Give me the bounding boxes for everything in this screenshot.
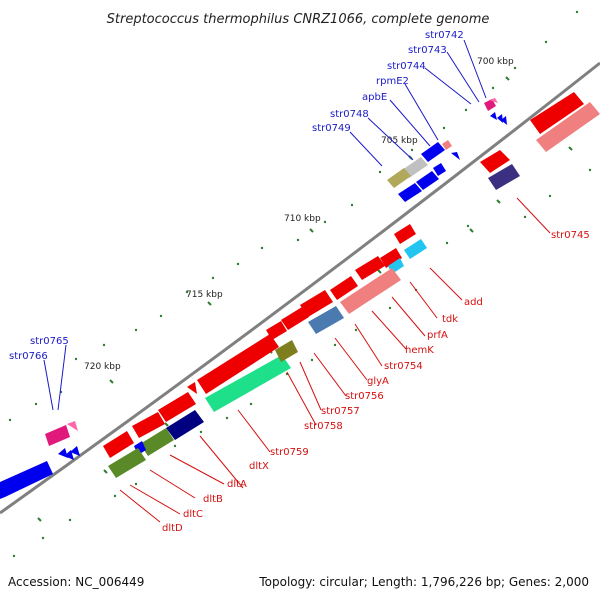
tick-label-700: 700 kbp [477,57,514,67]
gene-str0744 [398,183,422,202]
gene-str0748 [442,140,452,150]
outer-ring-dots [8,10,592,558]
label-str0759: str0759 [270,447,309,458]
tick-label-710: 710 kbp [284,214,321,224]
gene-str0745 [530,92,584,134]
gene-apbE [387,168,411,188]
gene-dltC [103,431,134,458]
topology-summary: Topology: circular; Length: 1,796,226 bp… [258,575,589,589]
label-str0766: str0766 [9,351,48,362]
label-str0754: str0754 [384,361,423,372]
gene-dltB [140,428,174,456]
label-apbE: apbE [362,92,387,103]
map-title: Streptococcus thermophilus CNRZ1066, com… [107,12,490,27]
label-rpmE2: rpmE2 [376,76,409,87]
label-dltA: dltA [227,479,247,490]
label-str0745: str0745 [551,230,590,241]
label-str0743: str0743 [408,45,447,56]
kbp-labels: 700 kbp 705 kbp 710 kbp 715 kbp 720 kbp [84,57,514,372]
label-hemK: hemK [405,345,434,356]
reverse-gene-labels: str0745 add tdk prfA hemK str0754 glyA s… [162,230,590,534]
gene-rpmE2 [416,171,439,190]
gene-hemK [340,268,401,314]
reverse-genes [103,92,600,478]
forward-genes [0,98,507,499]
gene-str0757 [266,321,287,340]
gene-str0742 [484,99,496,111]
gene-dltD [108,448,146,478]
label-str0749: str0749 [312,123,351,134]
label-str0742: str0742 [425,30,464,41]
forward-gene-labels: str0742 str0743 str0744 rpmE2 apbE str07… [9,30,464,362]
gene-str0758 [197,334,279,394]
gene-str0749 [421,142,445,162]
gene-str0756 [281,307,309,330]
tick-label-705: 705 kbp [381,136,418,146]
gene-str0766 [0,461,53,499]
label-str0744: str0744 [387,61,426,72]
gene-add [394,224,416,244]
label-dltX: dltX [249,461,269,472]
label-str0758: str0758 [304,421,343,432]
label-str0748: str0748 [330,109,369,120]
gene-str0759 [187,382,197,394]
gene-tdk [380,248,402,268]
label-dltB: dltB [203,494,223,505]
tick-label-715: 715 kbp [186,290,223,300]
forward-leaders [43,39,487,411]
label-dltC: dltC [183,509,203,520]
label-glyA: glyA [367,376,389,387]
tick-label-720: 720 kbp [84,362,121,372]
label-add: add [464,297,483,308]
accession-text: Accession: NC_006449 [8,575,144,589]
label-prfA: prfA [427,330,448,341]
genome-backbone [0,61,600,515]
gene-dltA [132,412,165,438]
gene-glyA [300,290,333,317]
gene-str0765 [45,425,70,446]
tick-dashes [37,76,573,522]
label-tdk: tdk [442,314,458,325]
reverse-leaders [119,197,551,523]
label-str0756: str0756 [345,391,384,402]
gene-prfA [355,256,385,280]
label-str0757: str0757 [321,406,360,417]
gene-dltX [158,392,196,422]
label-dltD: dltD [162,523,183,534]
gene-str0754 [330,276,358,300]
label-str0765: str0765 [30,336,69,347]
